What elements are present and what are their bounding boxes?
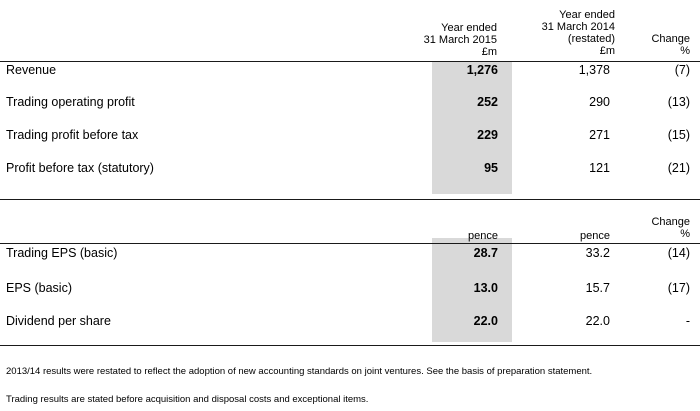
row-label-eps-basic: EPS (basic) — [6, 281, 72, 295]
header-2014-line: Year ended — [559, 9, 615, 21]
change-trading-profit-before-tax: (15) — [667, 128, 690, 142]
header-2015-line: Year ended — [441, 22, 497, 34]
change-profit-before-tax-statutory: (21) — [667, 161, 690, 175]
row-label-trading-operating-profit: Trading operating profit — [6, 95, 135, 109]
change-trading-operating-profit: (13) — [667, 95, 690, 109]
header-2015-line: £m — [481, 46, 497, 58]
value-2015-dividend-per-share: 22.0 — [473, 314, 498, 328]
header-change-2: Change % — [630, 216, 690, 240]
header-2014: Year ended 31 March 2014 (restated) £m — [515, 9, 615, 57]
header-rule-pence — [0, 243, 700, 244]
header-2014-line: £m — [599, 45, 615, 57]
value-2015-revenue: 1,276 — [466, 63, 498, 77]
header-2015: Year ended 31 March 2015 £m — [400, 22, 497, 58]
header-change-line: Change — [651, 33, 690, 45]
footer-rule — [0, 345, 700, 346]
value-2014-trading-operating-profit: 290 — [589, 95, 610, 109]
header-rule-top — [0, 61, 700, 62]
value-2014-trading-profit-before-tax: 271 — [589, 128, 610, 142]
value-2015-trading-profit-before-tax: 229 — [477, 128, 498, 142]
header-2015-line: 31 March 2015 — [423, 34, 497, 46]
header-pence-2014: pence — [580, 230, 610, 242]
row-label-trading-eps-basic: Trading EPS (basic) — [6, 246, 118, 260]
header-pence-2015: pence — [468, 230, 498, 242]
row-label-trading-profit-before-tax: Trading profit before tax — [6, 128, 139, 142]
row-label-dividend-per-share: Dividend per share — [6, 314, 111, 328]
header-2014-line: 31 March 2014 — [541, 21, 615, 33]
highlight-column-2015 — [432, 62, 512, 194]
value-2014-revenue: 1,378 — [578, 63, 610, 77]
value-2015-trading-operating-profit: 252 — [477, 95, 498, 109]
value-2014-dividend-per-share: 22.0 — [585, 314, 610, 328]
header-2014-line: (restated) — [567, 33, 615, 45]
note-restatement: 2013/14 results were restated to reflect… — [6, 366, 593, 377]
header-change-line: Change — [651, 216, 690, 228]
value-2014-eps-basic: 15.7 — [585, 281, 610, 295]
change-trading-eps-basic: (14) — [667, 246, 690, 260]
note-trading-results: Trading results are stated before acquis… — [6, 394, 369, 405]
header-change-line: % — [680, 228, 690, 240]
row-label-revenue: Revenue — [6, 63, 57, 77]
change-eps-basic: (17) — [667, 281, 690, 295]
row-label-profit-before-tax-statutory: Profit before tax (statutory) — [6, 161, 154, 175]
value-2014-profit-before-tax-statutory: 121 — [589, 161, 610, 175]
value-2015-eps-basic: 13.0 — [473, 281, 498, 295]
header-change: Change % — [630, 33, 690, 57]
value-2015-profit-before-tax-statutory: 95 — [484, 161, 498, 175]
header-change-line: % — [680, 45, 690, 57]
change-dividend-per-share: - — [685, 314, 690, 328]
highlight-column-2015-pence — [432, 238, 512, 342]
section-rule — [0, 199, 700, 200]
value-2015-trading-eps-basic: 28.7 — [473, 246, 498, 260]
value-2014-trading-eps-basic: 33.2 — [585, 246, 610, 260]
change-revenue: (7) — [674, 63, 690, 77]
